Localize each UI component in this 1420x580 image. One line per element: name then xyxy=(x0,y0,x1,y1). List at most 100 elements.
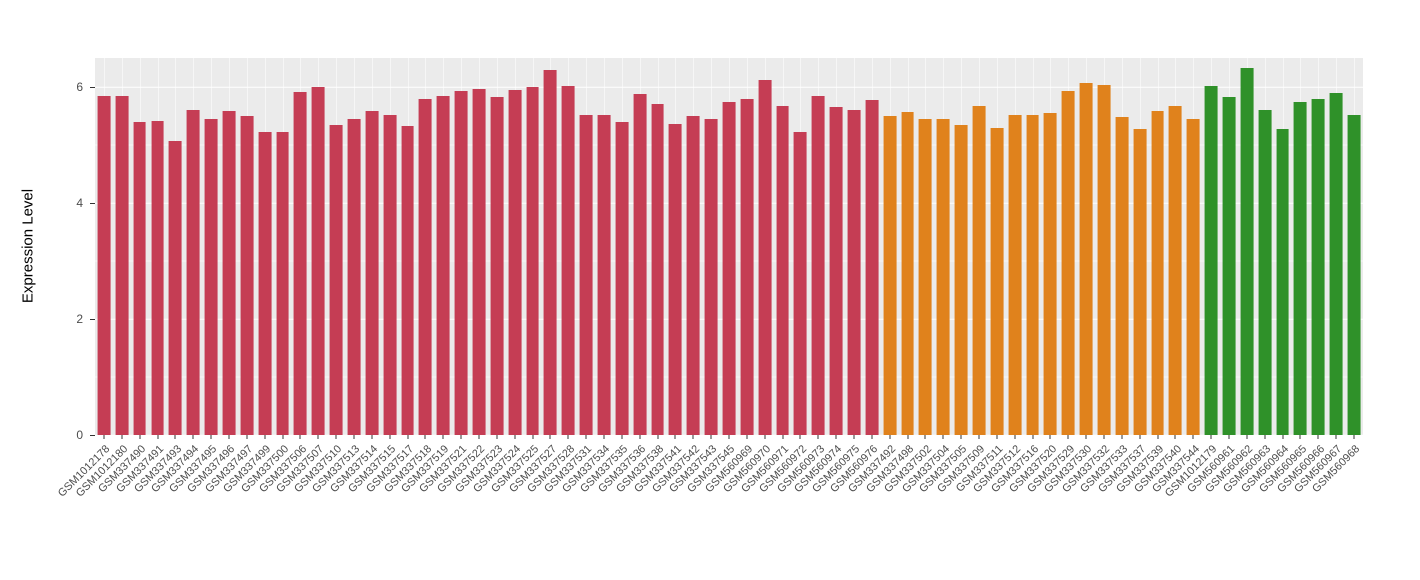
bar-GSM337543 xyxy=(704,118,718,435)
bar-GSM337519 xyxy=(436,95,450,435)
x-tick-mark xyxy=(657,435,659,439)
bar-GSM337506 xyxy=(293,91,307,435)
x-tick-mark xyxy=(1282,435,1284,439)
x-tick-mark xyxy=(924,435,926,439)
bar-GSM337513 xyxy=(347,118,361,435)
x-tick-mark xyxy=(621,435,623,439)
bar-GSM337520 xyxy=(1044,113,1057,435)
x-tick-mark xyxy=(407,435,409,439)
bar-GSM560971 xyxy=(776,106,789,435)
bar-GSM337518 xyxy=(418,98,432,435)
x-tick-mark xyxy=(246,435,248,439)
x-tick-mark xyxy=(585,435,587,439)
bar-GSM337541 xyxy=(669,123,682,435)
x-tick-mark xyxy=(460,435,462,439)
bar-GSM337529 xyxy=(1061,91,1075,435)
bar-GSM337517 xyxy=(401,126,414,435)
bar-GSM560969 xyxy=(740,98,754,435)
y-tick-mark xyxy=(90,318,95,320)
x-tick-mark xyxy=(1121,435,1123,439)
bar-GSM560966 xyxy=(1311,98,1325,435)
bar-GSM337539 xyxy=(1151,111,1165,435)
x-tick-mark xyxy=(728,435,730,439)
bar-GSM337544 xyxy=(1186,118,1200,435)
bar-GSM337540 xyxy=(1169,106,1182,435)
x-tick-mark xyxy=(960,435,962,439)
x-axis: GSM1012178 GSM1012180 GSM337490 GSM337491 GS… xyxy=(56,435,1363,570)
bar-GSM560968 xyxy=(1347,114,1361,435)
bar-GSM560962 xyxy=(1240,68,1254,435)
bar-GSM560974 xyxy=(829,107,843,435)
bar-GSM337533 xyxy=(1115,117,1129,435)
x-tick-mark xyxy=(1067,435,1069,439)
x-tick-mark xyxy=(889,435,891,439)
bar-GSM337531 xyxy=(579,114,593,435)
bar-GSM337511 xyxy=(990,127,1004,435)
x-tick-mark xyxy=(335,435,337,439)
x-tick-mark xyxy=(1103,435,1105,439)
x-tick-mark xyxy=(1014,435,1016,439)
x-tick-mark xyxy=(871,435,873,439)
x-tick-mark xyxy=(1192,435,1194,439)
bar-GSM337522 xyxy=(472,88,486,435)
x-tick-mark xyxy=(228,435,230,439)
bar-GSM560964 xyxy=(1276,129,1290,435)
bar-GSM337496 xyxy=(222,111,236,435)
y-tick-mark xyxy=(90,434,95,436)
bar-GSM337493 xyxy=(168,140,182,435)
x-tick-mark xyxy=(157,435,158,439)
bar-GSM337510 xyxy=(329,124,343,435)
x-tick-mark xyxy=(692,435,694,439)
x-tick-mark xyxy=(1157,435,1159,439)
x-tick-mark xyxy=(1210,435,1212,439)
bar-GSM337524 xyxy=(508,89,522,435)
x-tick-mark xyxy=(496,435,498,439)
x-tick-mark xyxy=(942,435,944,439)
x-tick-mark xyxy=(174,435,176,439)
x-tick-mark xyxy=(371,435,373,439)
bar-GSM337542 xyxy=(686,116,700,435)
x-tick-mark xyxy=(907,435,909,439)
bar-GSM1012180 xyxy=(115,95,129,435)
bar-GSM337527 xyxy=(543,69,557,435)
bar-GSM337495 xyxy=(204,118,218,435)
x-tick-mark xyxy=(674,435,676,439)
x-tick-mark xyxy=(299,435,301,439)
x-tick-mark xyxy=(264,435,266,439)
bar-GSM560970 xyxy=(758,80,772,435)
y-axis: 0 2 4 6 xyxy=(0,58,95,442)
bar-GSM337494 xyxy=(186,110,200,435)
x-tick-mark xyxy=(799,435,801,439)
bar-GSM337499 xyxy=(258,132,272,435)
x-tick-mark xyxy=(710,435,712,439)
bar-GSM337538 xyxy=(651,104,664,435)
x-tick-mark xyxy=(514,435,516,439)
x-tick-mark xyxy=(1085,435,1087,439)
bar-GSM337512 xyxy=(1008,114,1022,435)
bar-GSM337509 xyxy=(972,106,986,435)
y-tick-mark xyxy=(90,86,95,88)
bar-GSM337498 xyxy=(901,111,914,435)
x-tick-mark xyxy=(603,435,605,439)
bar-GSM337492 xyxy=(883,116,897,435)
x-tick-mark xyxy=(567,435,569,439)
bar-GSM337505 xyxy=(954,124,968,435)
bar-GSM337497 xyxy=(240,116,254,435)
bar-GSM560961 xyxy=(1222,97,1236,435)
bar-GSM337523 xyxy=(490,97,504,435)
x-tick-mark xyxy=(478,435,480,439)
y-tick-label: 2 xyxy=(76,312,83,327)
bar-GSM337507 xyxy=(311,87,325,435)
x-tick-mark xyxy=(746,435,748,439)
x-tick-mark xyxy=(139,435,141,439)
x-tick-mark xyxy=(1335,435,1337,439)
bar-GSM560967 xyxy=(1329,92,1343,435)
y-tick-mark xyxy=(90,202,95,204)
bar-GSM337535 xyxy=(615,121,629,435)
bar-GSM337515 xyxy=(383,114,397,435)
bar-GSM560965 xyxy=(1294,101,1307,435)
x-tick-mark xyxy=(1032,435,1034,439)
x-tick-mark xyxy=(1264,435,1266,439)
bar-GSM337514 xyxy=(365,111,379,435)
x-tick-mark xyxy=(282,435,284,439)
